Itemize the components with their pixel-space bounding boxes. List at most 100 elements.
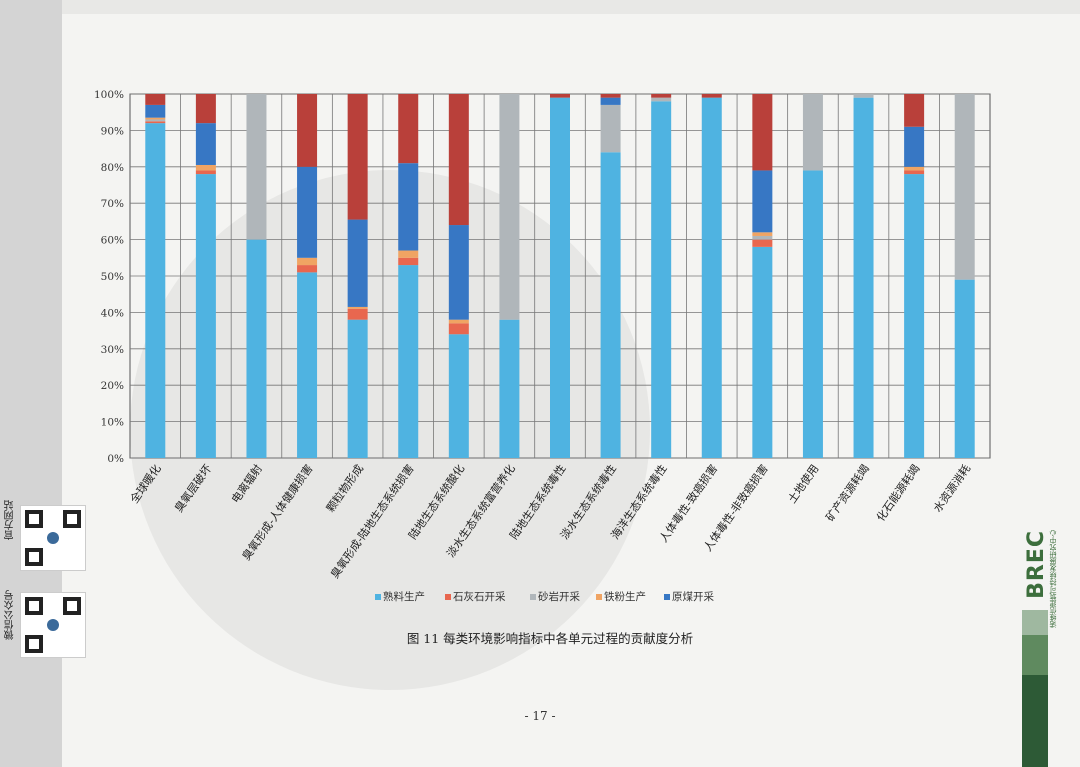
y-tick-label: 30%: [101, 344, 124, 356]
x-category-label: 矿产资源耗竭: [823, 462, 872, 524]
bar-segment-1: [347, 319, 368, 458]
y-tick-label: 60%: [101, 235, 124, 247]
chart-legend: 熟料生产 石灰石开采 砂岩开采 铁粉生产 原煤开采: [375, 590, 714, 603]
x-category-label: 臭氧形成-陆地生态系统损害: [327, 462, 416, 581]
legend-swatch: [375, 594, 381, 600]
qr-logo-icon: [47, 532, 59, 544]
website-qr-label: 官方网站: [5, 500, 16, 540]
bar-segment-5: [347, 219, 368, 307]
bar-segment-6: [651, 94, 672, 98]
bar-segment-1: [904, 174, 925, 458]
bar-segment-3: [499, 94, 520, 320]
bar-segment-1: [550, 97, 570, 458]
bar-segment-1: [802, 170, 823, 458]
x-category-label: 臭氧层破坏: [171, 462, 214, 515]
bar-segment-5: [904, 126, 925, 167]
bar-segment-6: [398, 94, 419, 164]
bar-segment-5: [145, 104, 166, 118]
x-category-label: 陆地生态系统酸化: [405, 462, 467, 542]
bar-segment-4: [195, 164, 216, 171]
legend-swatch: [596, 594, 602, 600]
page-top-edge: [62, 0, 1080, 14]
y-tick-label: 70%: [101, 198, 124, 210]
bar-segment-6: [448, 94, 469, 226]
bar-segment-3: [145, 119, 166, 122]
bar-segment-4: [752, 232, 773, 236]
bar-segment-6: [904, 94, 925, 127]
wechat-qr-code[interactable]: [20, 592, 86, 658]
bar-segment-5: [752, 170, 773, 233]
bar-segment-5: [398, 163, 419, 251]
brand-bar-mid: [1022, 635, 1048, 675]
website-qr-code[interactable]: [20, 505, 86, 571]
bar-segment-6: [297, 94, 318, 167]
x-category-label: 陆地生态系统毒性: [507, 462, 569, 542]
x-category-label: 土地使用: [786, 462, 822, 505]
bar-segment-3: [651, 97, 672, 102]
bar-segment-6: [145, 94, 166, 105]
bar-segment-3: [246, 94, 267, 240]
bar-segment-3: [954, 94, 975, 280]
bar-segment-1: [954, 279, 975, 458]
bar-segment-1: [853, 97, 874, 458]
y-tick-label: 80%: [101, 162, 124, 174]
bar-segment-4: [398, 250, 419, 258]
x-category-label: 淡水生态系统毒性: [557, 462, 619, 542]
y-tick-label: 0%: [107, 453, 124, 465]
brand-subtitle: 诺维信建筑可持续发展研究中心: [1049, 530, 1057, 628]
y-tick-label: 20%: [101, 380, 124, 392]
bar-segment-2: [398, 257, 419, 266]
wechat-qr-label: 微信公众号: [5, 590, 16, 640]
bar-segment-1: [448, 334, 469, 458]
legend-label: 石灰石开采: [453, 590, 506, 603]
bar-segment-2: [195, 170, 216, 175]
y-axis-labels: 0% 10% 20% 30% 40% 50% 60% 70% 80% 90% 100%: [94, 89, 124, 465]
legend-label: 砂岩开采: [538, 590, 580, 603]
bar-segment-1: [297, 272, 318, 458]
page-number: - 17 -: [524, 709, 556, 723]
qr-logo-icon: [47, 619, 59, 631]
y-tick-label: 10%: [101, 417, 124, 429]
bar-segment-1: [145, 123, 166, 459]
x-category-label: 水资源消耗: [930, 462, 973, 515]
bar-segment-6: [752, 94, 773, 171]
bar-segment-1: [752, 246, 773, 458]
bar-segment-1: [246, 239, 267, 458]
bar-segment-1: [600, 152, 621, 459]
y-tick-label: 100%: [94, 89, 124, 101]
x-category-label: 全球暖化: [127, 462, 164, 506]
bar-segment-3: [802, 94, 823, 171]
bar-segment-2: [448, 323, 469, 335]
brand-logo: BREC: [1024, 530, 1049, 599]
legend-label: 铁粉生产: [604, 590, 646, 603]
bar-segment-4: [297, 257, 318, 266]
x-category-label: 颗粒物形成: [323, 462, 366, 515]
bar-segment-2: [752, 239, 773, 247]
figure-caption: 图 11 每类环境影响指标中各单元过程的贡献度分析: [406, 631, 694, 646]
bar-segment-2: [297, 265, 318, 273]
legend-label: 熟料生产: [383, 590, 425, 603]
bar-segment-6: [550, 94, 570, 98]
y-tick-label: 90%: [101, 125, 124, 137]
bar-segment-6: [600, 94, 621, 98]
bar-segment-3: [752, 235, 773, 240]
x-category-label: 海洋生态系统毒性: [608, 462, 670, 542]
bar-segment-6: [347, 94, 368, 220]
bar-segment-4: [347, 306, 368, 309]
legend-swatch: [530, 594, 536, 600]
x-category-label: 化石能源耗竭: [873, 462, 922, 524]
bar-segment-1: [701, 97, 722, 458]
bar-segment-2: [145, 121, 166, 124]
bar-segment-4: [448, 319, 469, 324]
bar-segment-5: [600, 97, 621, 105]
bar-segment-5: [448, 225, 469, 320]
brand-bar-dark: [1022, 675, 1048, 767]
legend-swatch: [445, 594, 451, 600]
bar-segment-1: [195, 174, 216, 458]
legend-swatch: [664, 594, 670, 600]
bar-segment-4: [145, 117, 166, 120]
bar-segment-6: [195, 94, 216, 124]
bar-segment-6: [701, 94, 722, 98]
